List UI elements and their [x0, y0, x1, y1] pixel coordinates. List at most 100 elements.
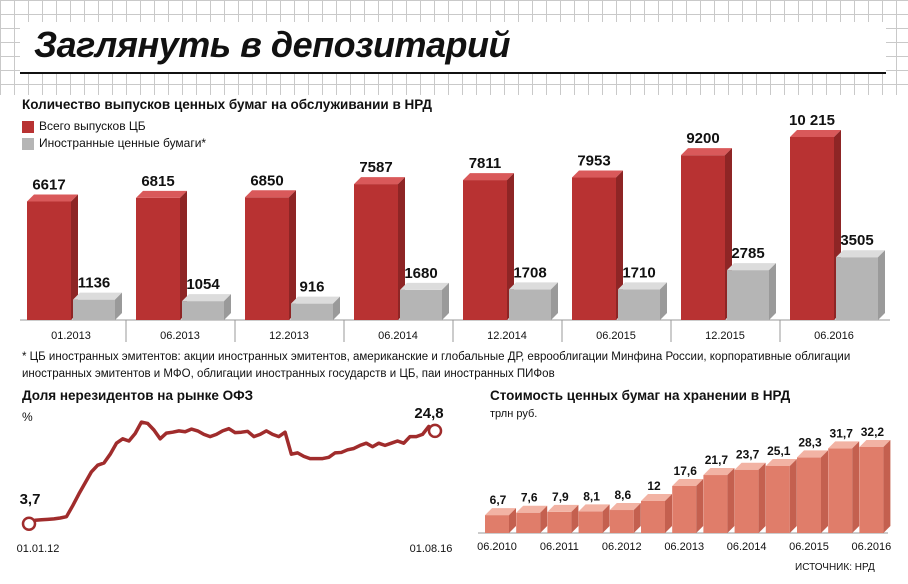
bar-total-side — [289, 190, 296, 320]
value-bar-side — [633, 503, 641, 533]
bar-foreign-side — [769, 263, 776, 320]
bar-foreign-side — [878, 250, 885, 320]
value-bar-top — [765, 458, 797, 466]
value-bar-side — [758, 462, 766, 533]
value-bar-side — [571, 504, 579, 533]
line-end-marker — [427, 423, 443, 439]
value-bar-label: 12 — [647, 479, 661, 493]
ofz-share-line — [28, 420, 437, 526]
value-bar-top — [516, 505, 548, 513]
line-x-start-label: 01.01.12 — [17, 543, 60, 555]
value-bar-side — [883, 440, 891, 533]
value-bar-side — [540, 505, 548, 533]
value-bar-label: 17,6 — [674, 464, 698, 478]
value-bar-side — [852, 441, 860, 533]
value-bar-top — [703, 468, 735, 476]
bar-foreign-side — [660, 282, 667, 320]
value-bar — [609, 510, 634, 533]
bar-foreign-side — [224, 294, 231, 320]
bar-foreign-top — [836, 250, 885, 258]
bar-foreign-label: 3505 — [840, 232, 873, 249]
bar-foreign — [509, 289, 551, 320]
bar-foreign — [182, 301, 224, 320]
value-bar — [828, 448, 853, 533]
value-bar-label: 7,6 — [521, 491, 538, 505]
bar-total-side — [616, 170, 623, 320]
bar-foreign-label: 2785 — [731, 245, 764, 262]
value-bar — [547, 511, 572, 533]
x-tick-label: 06.2015 — [596, 330, 636, 342]
bar-foreign — [836, 257, 878, 320]
bar-foreign — [400, 289, 442, 320]
x-tick-label: 01.2013 — [51, 330, 91, 342]
chart3-x-tick-label: 06.2010 — [477, 541, 517, 553]
bar-total-side — [507, 173, 514, 320]
value-bar — [765, 465, 790, 533]
value-bar-side — [696, 478, 704, 533]
page-title: Заглянуть в депозитарий — [34, 24, 510, 65]
x-tick-label: 06.2013 — [160, 330, 200, 342]
chart3-x-tick-label: 06.2012 — [602, 541, 642, 553]
bar-total-label: 6617 — [32, 176, 65, 193]
bar-total — [463, 180, 507, 320]
bar-total-label: 7953 — [577, 153, 610, 170]
bar-foreign-label: 1710 — [622, 264, 655, 281]
x-tick-label: 12.2013 — [269, 330, 309, 342]
chart3-x-tick-label: 06.2011 — [540, 541, 579, 553]
bar-foreign-label: 1054 — [186, 276, 220, 293]
chart3-title: Стоимость ценных бумаг на хранении в НРД — [490, 388, 791, 403]
value-bar-side — [665, 493, 672, 533]
value-bar-top — [859, 440, 891, 447]
bar-total-label: 6815 — [141, 173, 174, 190]
bar-foreign-label: 916 — [299, 279, 324, 296]
bar-total-label: 10 215 — [789, 112, 835, 129]
bar-total — [27, 201, 71, 320]
bar-total-top — [136, 190, 187, 198]
bar-foreign — [727, 270, 769, 320]
x-tick-label: 06.2016 — [814, 330, 854, 342]
bar-total-top — [245, 190, 296, 198]
bar-total-side — [71, 194, 78, 320]
bar-total-side — [180, 190, 187, 320]
bar-foreign-side — [115, 292, 122, 320]
chart3-x-tick-label: 06.2016 — [852, 541, 892, 553]
chart3-unit: трлн руб. — [490, 408, 538, 420]
bar-total — [136, 197, 180, 320]
line-end-label: 24,8 — [414, 405, 443, 422]
x-tick-label: 06.2014 — [378, 330, 418, 342]
value-bar — [703, 475, 728, 533]
value-bar-side — [789, 458, 797, 533]
value-bar-top — [485, 508, 516, 516]
value-bar-top — [641, 493, 672, 501]
value-bar-side — [821, 450, 828, 533]
value-bar-top — [797, 450, 828, 458]
bar-total-top — [27, 194, 78, 202]
bar-total-top — [681, 148, 732, 156]
bar-total-top — [354, 177, 405, 185]
bar-foreign-top — [618, 282, 667, 290]
line-start-marker — [21, 516, 37, 531]
bar-foreign-top — [509, 282, 558, 290]
bar-foreign-top — [727, 263, 776, 271]
value-bar — [485, 515, 509, 533]
footnote: * ЦБ иностранных эмитентов: акции иностр… — [22, 351, 851, 380]
bar-foreign-side — [551, 282, 558, 320]
bar-foreign — [618, 289, 660, 320]
value-bar-label: 23,7 — [736, 448, 760, 462]
bar-total — [572, 177, 616, 320]
value-bar-top — [578, 504, 610, 512]
value-bar-top — [672, 478, 704, 486]
bar-total — [790, 137, 834, 320]
chart3-x-tick-label: 06.2013 — [664, 541, 704, 553]
line-x-end-label: 01.08.16 — [410, 543, 453, 555]
bar-total — [354, 184, 398, 320]
value-bar-top — [828, 441, 860, 449]
bar-foreign-label: 1680 — [404, 265, 437, 282]
value-bar — [734, 469, 759, 533]
value-bar-side — [602, 504, 610, 533]
bar-foreign-side — [442, 282, 449, 320]
bar-total-top — [790, 130, 841, 137]
chart3-x-tick-label: 06.2015 — [789, 541, 829, 553]
bar-foreign-top — [291, 296, 340, 304]
